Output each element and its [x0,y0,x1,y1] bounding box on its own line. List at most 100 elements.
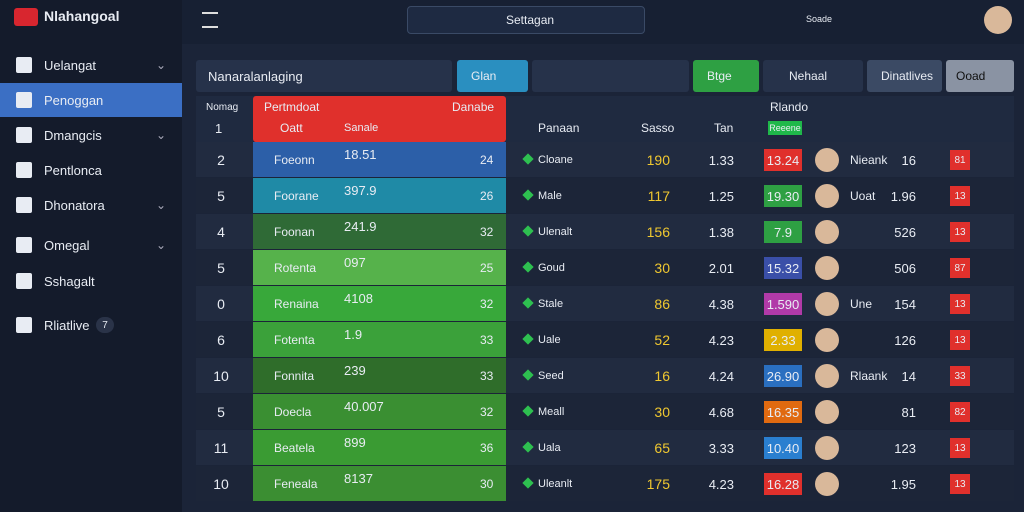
val: 1.95 [890,476,916,492]
value-badge: 10.40 [764,437,802,459]
value-badge: 16.28 [764,473,802,495]
menu-item[interactable]: Pentlonca [44,162,102,178]
player-avatar [815,400,839,424]
tag: 13 [950,330,970,350]
btn-nehaal[interactable]: Nehaal [763,60,863,92]
header-name: Panaan [538,121,580,135]
menu-item[interactable]: Dhonatora [44,197,105,213]
num: 65 [654,440,670,456]
name: Uala [538,442,561,454]
value-badge: 1.590 [764,293,802,315]
badge: 7 [96,317,114,333]
header-odds: Tan [714,121,734,135]
score: 4108 [344,290,373,306]
team: Fotenta [274,333,315,347]
pct: 32 [480,297,494,311]
team: Doecla [274,405,312,419]
num: 52 [654,332,670,348]
rank: 10 [213,476,229,492]
name: Uleanlt [538,478,573,490]
header-rank: Nomag [206,101,239,113]
menu-icon [16,127,32,143]
rank: 10 [213,368,229,384]
odds: 4.23 [708,476,734,492]
val: 526 [894,224,916,240]
rank: 5 [217,188,225,204]
header-badge: Reeene [768,121,802,135]
num: 175 [646,476,670,492]
player-avatar [815,328,839,352]
menu-item[interactable]: Sshagalt [44,273,95,289]
chevron: ⌄ [156,58,167,72]
search[interactable]: Settagan [407,6,645,34]
menu-item[interactable]: Omegal [44,237,90,253]
header-pct: Danabe [452,100,495,114]
menu-item[interactable]: Uelangat [44,57,97,73]
tag: 33 [950,366,970,386]
logo-icon [14,8,38,26]
rank: 4 [217,224,225,240]
name: Cloane [538,154,573,166]
logo: Nlahangoal [44,8,120,24]
tag: 13 [950,294,970,314]
menu-item[interactable]: Dmangcis [44,127,102,143]
menu-button[interactable] [202,12,218,28]
odds: 3.33 [708,440,734,456]
team: Renaina [274,297,319,311]
tag: 87 [950,258,970,278]
btn-btge[interactable]: Btge [693,60,759,92]
tag: 13 [950,222,970,242]
btn-dinatlives[interactable]: Dinatlives [867,60,942,92]
odds: 4.68 [708,404,734,420]
value-badge: 16.35 [764,401,802,423]
team: Fonnita [274,369,315,383]
name: Stale [538,298,564,310]
header-first: 1 [215,120,223,136]
menu-item[interactable]: Penoggan [44,92,104,108]
player: Nieank [850,153,888,167]
menu-icon [16,237,32,253]
player-avatar [815,184,839,208]
btn-ooad[interactable]: Ooad [946,60,1014,92]
header-team: Oatt [280,121,303,135]
name: Uale [538,334,561,346]
chevron: ⌄ [156,238,167,252]
team-cell [253,322,506,357]
team-cell [253,250,506,285]
val: 126 [894,332,916,348]
chevron: ⌄ [156,128,167,142]
score: 8137 [344,470,373,486]
user[interactable]: Soade [806,14,833,24]
num: 16 [654,368,670,384]
pct: 32 [480,405,494,419]
sidebar [0,0,182,512]
team: Feneala [274,477,318,491]
player-avatar [815,256,839,280]
rank: 5 [217,260,225,276]
team-cell [253,466,506,501]
odds: 2.01 [708,260,734,276]
val: 14 [901,368,916,384]
odds: 4.24 [708,368,734,384]
player-avatar [815,364,839,388]
score: 239 [344,362,366,378]
dropdown[interactable]: Nanaralanlaging [196,60,452,92]
odds: 1.25 [708,188,734,204]
team: Rotenta [274,261,317,275]
input[interactable] [532,60,689,92]
team: Foorane [274,189,319,203]
num: 86 [654,296,670,312]
num: 30 [654,404,670,420]
score: 1.9 [344,326,363,342]
val: 81 [901,404,916,420]
player-avatar [815,472,839,496]
rank: 6 [217,332,225,348]
menu-item[interactable]: Rliatlive [44,317,90,333]
menu-icon [16,162,32,178]
score: 40.007 [344,398,384,414]
score: 241.9 [344,218,377,234]
player-avatar [815,436,839,460]
btn-glan[interactable]: Glan [457,60,528,92]
val: 506 [894,260,916,276]
